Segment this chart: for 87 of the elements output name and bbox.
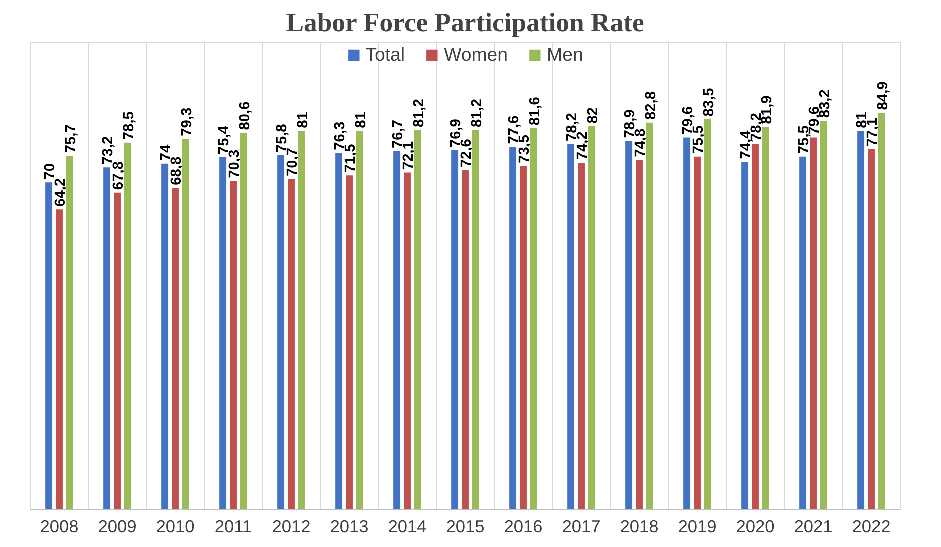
x-tick-label: 2021	[794, 516, 833, 536]
x-tick-label: 2016	[504, 516, 543, 536]
bar	[336, 153, 343, 510]
data-label: 67,8	[111, 162, 127, 190]
bar	[172, 188, 179, 510]
data-label: 81,2	[469, 98, 486, 128]
bar	[810, 138, 817, 510]
bar	[800, 156, 807, 510]
data-label: 81,6	[527, 97, 544, 126]
data-label: 81	[295, 112, 312, 128]
data-label: 70,7	[285, 148, 301, 177]
bar	[704, 120, 712, 510]
x-tick-label: 2013	[330, 516, 369, 536]
bar	[124, 142, 132, 510]
bar	[162, 164, 169, 510]
legend-label: Women	[444, 44, 508, 66]
bar	[230, 181, 237, 510]
data-label: 74,2	[575, 132, 591, 160]
x-tick-label: 2020	[736, 516, 775, 536]
data-label: 81,2	[411, 98, 428, 128]
bar	[636, 160, 643, 510]
bar	[868, 149, 875, 510]
bar	[878, 113, 886, 510]
bar	[752, 144, 759, 510]
bar	[646, 122, 654, 510]
bar	[578, 162, 585, 510]
bar	[220, 157, 227, 510]
legend-label: Men	[547, 44, 584, 66]
x-tick-label: 2014	[388, 516, 428, 536]
bar	[588, 126, 596, 510]
bar	[742, 162, 749, 510]
bar	[762, 127, 770, 510]
data-label: 68,8	[169, 156, 185, 186]
data-label: 72,6	[459, 139, 475, 168]
bar	[694, 156, 701, 510]
data-label: 79,3	[179, 108, 196, 136]
x-tick-label: 2011	[214, 516, 252, 536]
bar	[66, 156, 74, 510]
bar	[472, 130, 480, 510]
data-label: 84,9	[875, 82, 892, 110]
bar	[288, 179, 295, 510]
data-label: 73,5	[517, 134, 533, 164]
x-tick-label: 2015	[446, 516, 485, 536]
bar	[684, 138, 691, 510]
data-label: 75,5	[691, 126, 707, 154]
bar	[510, 147, 517, 510]
x-tick-label: 2019	[678, 516, 717, 536]
x-tick-label: 2008	[40, 516, 79, 536]
bar	[240, 133, 248, 510]
data-label: 80,6	[237, 102, 254, 130]
data-label: 70	[42, 163, 59, 180]
bar	[462, 170, 469, 510]
x-tick-label: 2012	[272, 516, 311, 536]
bar	[46, 182, 53, 510]
data-label: 81	[353, 112, 370, 128]
data-label: 64,2	[53, 178, 69, 207]
bar	[626, 141, 633, 510]
bar	[298, 131, 306, 510]
bar	[858, 131, 865, 510]
bar	[394, 151, 401, 510]
data-label: 82	[585, 107, 602, 124]
chart-title: Labor Force Participation Rate	[286, 8, 644, 38]
data-label: 82,8	[643, 91, 660, 120]
data-label: 83,5	[701, 88, 718, 117]
bar	[520, 166, 527, 510]
bar	[278, 156, 285, 510]
bar	[820, 120, 828, 510]
bar	[452, 150, 459, 510]
bar	[56, 210, 63, 510]
bar	[568, 144, 575, 510]
x-tick-label: 2010	[156, 516, 195, 536]
bar	[530, 128, 538, 510]
data-label: 78,5	[121, 112, 138, 140]
x-tick-label: 2017	[562, 516, 601, 536]
bar	[104, 168, 111, 510]
bar	[114, 192, 121, 510]
x-tick-label: 2009	[98, 516, 137, 536]
x-tick-label: 2022	[852, 516, 891, 536]
bar	[356, 131, 364, 510]
bar	[414, 130, 422, 510]
bar	[404, 172, 411, 510]
data-label: 75,7	[63, 124, 80, 154]
legend-label: Total	[366, 44, 406, 66]
bar	[346, 176, 353, 510]
data-label: 74,8	[633, 128, 649, 158]
bar	[182, 139, 190, 510]
x-tick-label: 2018	[620, 516, 659, 536]
